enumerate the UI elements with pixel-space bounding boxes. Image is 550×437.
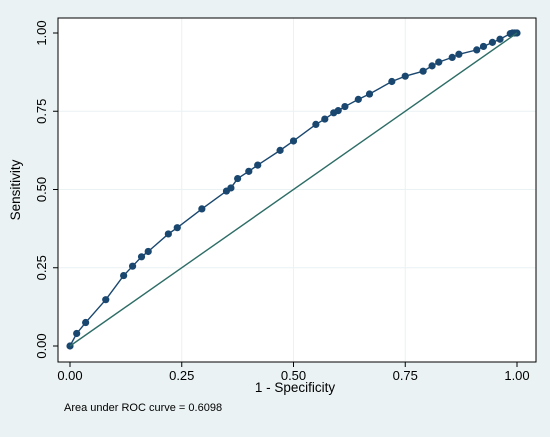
- roc-point: [401, 72, 409, 80]
- y-tick-label: 0.25: [34, 255, 49, 280]
- roc-point: [428, 62, 436, 70]
- roc-point: [173, 224, 181, 232]
- roc-point: [435, 58, 443, 66]
- x-axis-title: 1 - Specificity: [255, 380, 336, 395]
- roc-point: [245, 167, 253, 175]
- ticks: 0.00 0.25 0.50 0.75 1.00 0.00 0.25 0.50 0.75 1.00: [34, 20, 530, 383]
- roc-point: [82, 318, 90, 327]
- y-tick-label: 1.00: [34, 20, 49, 45]
- roc-point: [448, 53, 456, 62]
- reference-diagonal-line: [69, 32, 518, 347]
- roc-point: [388, 77, 396, 86]
- auc-annotation: Area under ROC curve = 0.6098: [64, 402, 222, 414]
- roc-point: [419, 67, 427, 75]
- roc-point: [354, 95, 362, 103]
- roc-curve-line: [69, 32, 517, 347]
- roc-point: [198, 205, 206, 213]
- roc-point: [312, 120, 320, 128]
- x-tick-label: 0.75: [393, 368, 418, 383]
- roc-point: [137, 253, 146, 261]
- roc-point: [341, 102, 349, 111]
- x-tick-label: 0.50: [281, 368, 306, 383]
- y-axis-title: Sensitivity: [8, 159, 23, 220]
- roc-point: [488, 38, 497, 46]
- roc-point: [289, 137, 298, 145]
- roc-point: [276, 146, 284, 154]
- x-tick-label: 0.00: [57, 368, 82, 383]
- roc-point: [120, 271, 128, 280]
- roc-point: [254, 161, 262, 169]
- grid-lines: [58, 18, 536, 362]
- roc-point: [455, 50, 463, 58]
- roc-point: [227, 184, 235, 192]
- x-tick-label: 1.00: [504, 368, 529, 383]
- roc-point: [334, 107, 342, 115]
- y-tick-label: 0.00: [34, 333, 49, 358]
- roc-point: [102, 296, 110, 304]
- x-tick-label: 0.25: [169, 368, 194, 383]
- roc-point: [73, 329, 81, 338]
- roc-point: [144, 247, 152, 256]
- roc-point: [128, 262, 137, 270]
- roc-point: [234, 174, 242, 183]
- y-tick-label: 0.50: [34, 177, 49, 202]
- roc-point: [321, 115, 329, 123]
- series: [66, 29, 521, 350]
- y-tick-label: 0.75: [34, 99, 49, 124]
- roc-point: [365, 90, 374, 98]
- roc-point: [473, 46, 481, 54]
- roc-point: [479, 42, 488, 51]
- roc-point: [496, 35, 504, 43]
- roc-point: [164, 230, 172, 238]
